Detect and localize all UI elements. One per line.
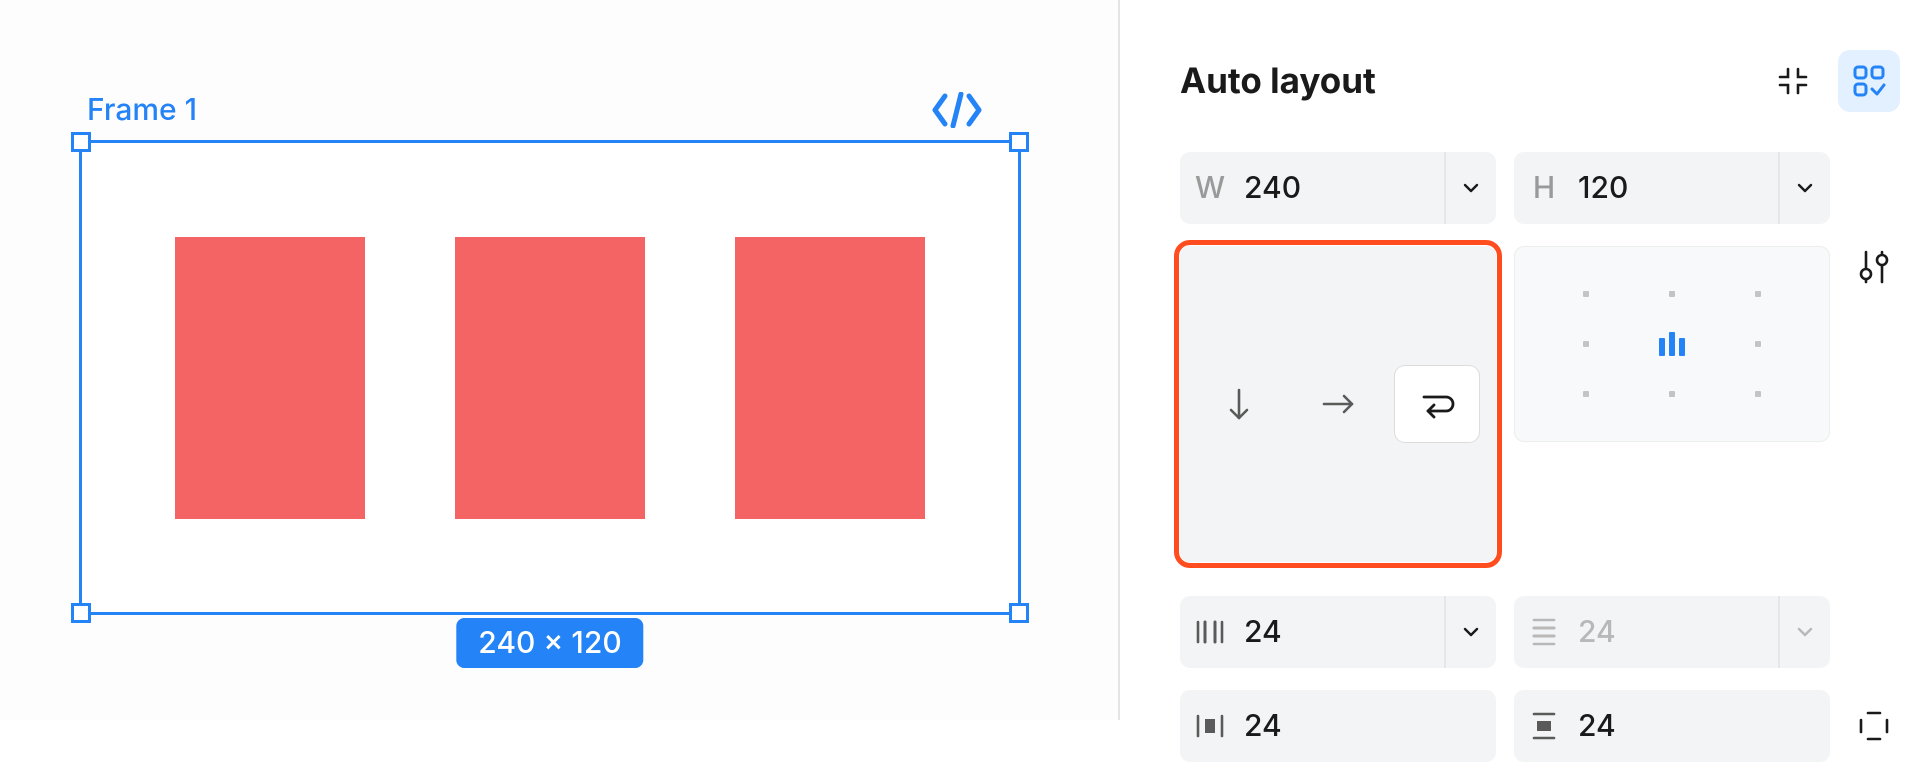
width-dropdown-icon[interactable] [1444, 152, 1496, 224]
vertical-gap-dropdown-icon[interactable] [1778, 596, 1830, 668]
align-dot[interactable] [1583, 291, 1589, 297]
horizontal-gap-field[interactable]: 24 [1180, 596, 1496, 668]
dev-mode-icon[interactable] [932, 92, 982, 128]
vertical-padding-value[interactable]: 24 [1574, 708, 1616, 744]
align-dot[interactable] [1583, 341, 1589, 347]
direction-horizontal-icon[interactable] [1296, 366, 1380, 442]
horizontal-gap-icon [1180, 618, 1240, 646]
selected-frame[interactable]: 240 × 120 [79, 140, 1021, 615]
vertical-gap-field[interactable]: 24 [1514, 596, 1830, 668]
width-label: W [1180, 170, 1240, 206]
inspector-panel: Auto layout W 240 [1120, 0, 1920, 720]
align-dot[interactable] [1755, 291, 1761, 297]
collapse-icon[interactable] [1762, 50, 1824, 112]
advanced-settings-icon[interactable] [1848, 246, 1900, 288]
width-field[interactable]: W 240 [1180, 152, 1496, 224]
layout-direction-group [1180, 246, 1496, 562]
align-center-indicator[interactable] [1659, 332, 1685, 356]
frame-children [82, 143, 1018, 612]
child-rect[interactable] [735, 237, 925, 519]
align-dot[interactable] [1583, 391, 1589, 397]
dimension-badge: 240 × 120 [456, 618, 643, 668]
height-label: H [1514, 170, 1574, 206]
height-value[interactable]: 120 [1574, 170, 1628, 206]
horizontal-gap-dropdown-icon[interactable] [1444, 596, 1496, 668]
canvas-area[interactable]: Frame 1 240 × 120 [0, 0, 1120, 720]
horizontal-padding-field[interactable]: 24 [1180, 690, 1496, 762]
panel-title: Auto layout [1180, 60, 1376, 102]
horizontal-padding-icon [1180, 713, 1240, 739]
height-field[interactable]: H 120 [1514, 152, 1830, 224]
vertical-gap-icon [1514, 616, 1574, 648]
direction-wrap-icon[interactable] [1395, 366, 1479, 442]
alignment-box[interactable] [1514, 246, 1830, 442]
child-rect[interactable] [175, 237, 365, 519]
individual-padding-icon[interactable] [1848, 690, 1900, 762]
align-dot[interactable] [1669, 291, 1675, 297]
vertical-padding-field[interactable]: 24 [1514, 690, 1830, 762]
width-value[interactable]: 240 [1240, 170, 1301, 206]
frame-label[interactable]: Frame 1 [87, 92, 197, 128]
align-dot[interactable] [1755, 341, 1761, 347]
panel-divider [1118, 0, 1120, 720]
vertical-gap-value[interactable]: 24 [1574, 614, 1616, 650]
horizontal-gap-value[interactable]: 24 [1240, 614, 1282, 650]
height-dropdown-icon[interactable] [1778, 152, 1830, 224]
child-rect[interactable] [455, 237, 645, 519]
align-dot[interactable] [1755, 391, 1761, 397]
vertical-padding-icon [1514, 710, 1574, 742]
align-dot[interactable] [1669, 391, 1675, 397]
direction-vertical-icon[interactable] [1197, 366, 1281, 442]
auto-layout-mode-icon[interactable] [1838, 50, 1900, 112]
horizontal-padding-value[interactable]: 24 [1240, 708, 1282, 744]
